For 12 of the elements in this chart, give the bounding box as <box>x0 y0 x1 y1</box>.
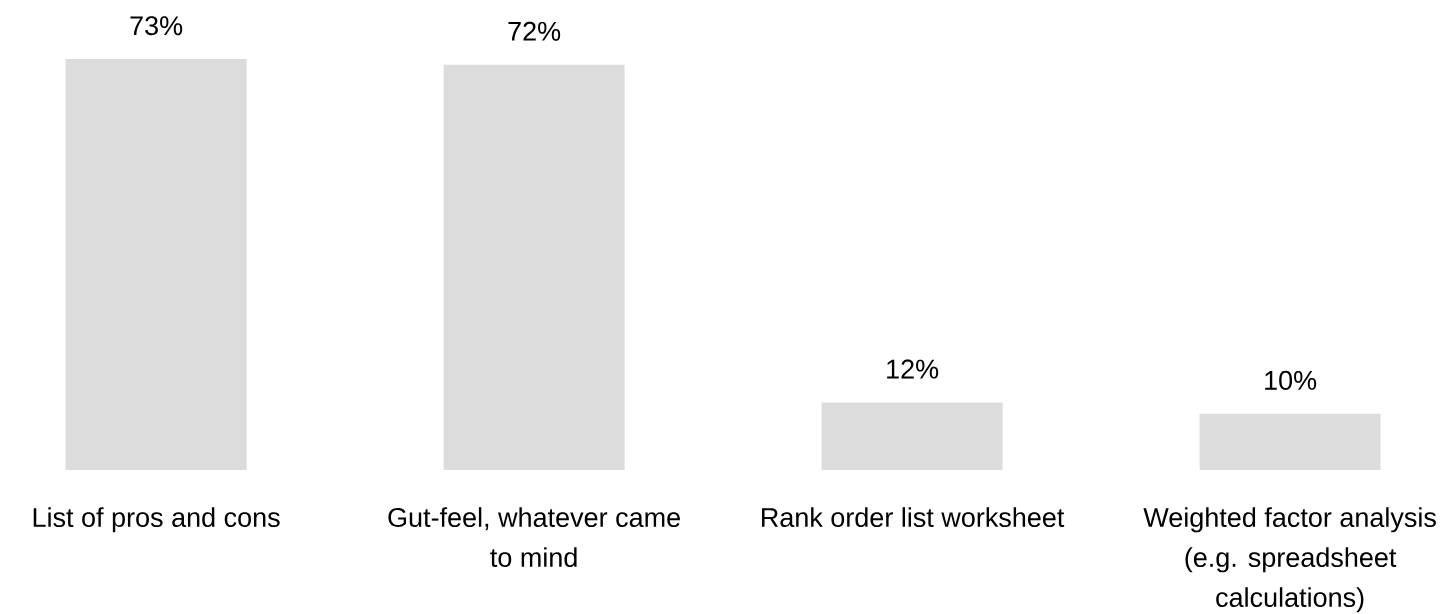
x-tick-label: List of pros and cons <box>33 507 280 533</box>
bar <box>65 58 247 470</box>
x-tick-label: Gut-feel, whatever came to mind <box>388 507 680 568</box>
data-label: 72% <box>508 21 561 41</box>
data-label: 73% <box>130 16 183 36</box>
bar <box>821 402 1003 470</box>
x-tick-label: Rank order list worksheet <box>762 507 1065 528</box>
bar <box>443 64 625 470</box>
x-tick-label: Weighted factor analysis (e.g. spreadsheet calculations) <box>1143 507 1436 613</box>
data-label: 10% <box>1265 370 1317 390</box>
bar <box>1199 413 1381 470</box>
data-label: 12% <box>887 359 939 379</box>
